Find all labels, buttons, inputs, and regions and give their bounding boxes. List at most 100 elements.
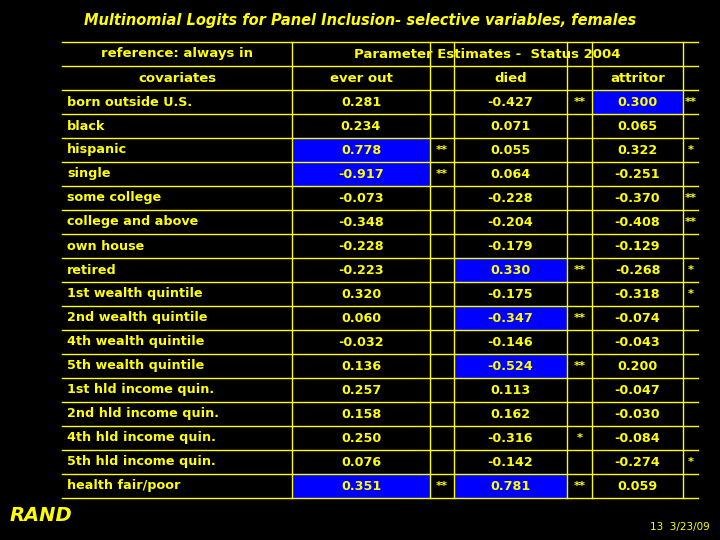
Text: *: * (688, 145, 693, 155)
Text: -0.251: -0.251 (615, 167, 660, 180)
Text: **: ** (685, 217, 696, 227)
Text: 0.778: 0.778 (341, 144, 381, 157)
Text: **: ** (574, 313, 585, 323)
Text: 0.113: 0.113 (490, 383, 531, 396)
Text: -0.318: -0.318 (615, 287, 660, 300)
Text: **: ** (436, 481, 448, 491)
Text: -0.142: -0.142 (487, 456, 534, 469)
Text: 0.320: 0.320 (341, 287, 381, 300)
Text: -0.074: -0.074 (615, 312, 660, 325)
Text: own house: own house (67, 240, 144, 253)
Text: 0.250: 0.250 (341, 431, 381, 444)
Text: **: ** (574, 265, 585, 275)
Text: 0.330: 0.330 (490, 264, 531, 276)
Text: ever out: ever out (330, 71, 392, 84)
Bar (454, 306, 567, 330)
Text: 0.200: 0.200 (617, 360, 657, 373)
Bar (292, 162, 430, 186)
Text: Multinomial Logits for Panel Inclusion- selective variables, females: Multinomial Logits for Panel Inclusion- … (84, 13, 636, 28)
Text: -0.316: -0.316 (487, 431, 534, 444)
Text: 0.059: 0.059 (617, 480, 657, 492)
Text: 5th wealth quintile: 5th wealth quintile (67, 360, 204, 373)
Text: -0.084: -0.084 (615, 431, 660, 444)
Text: -0.228: -0.228 (338, 240, 384, 253)
Text: *: * (577, 433, 582, 443)
Text: college and above: college and above (67, 215, 198, 228)
Text: -0.268: -0.268 (615, 264, 660, 276)
Text: 0.158: 0.158 (341, 408, 381, 421)
Text: -0.223: -0.223 (338, 264, 384, 276)
Text: -0.917: -0.917 (338, 167, 384, 180)
Text: 0.257: 0.257 (341, 383, 381, 396)
Text: 1st hld income quin.: 1st hld income quin. (67, 383, 214, 396)
Text: *: * (688, 289, 693, 299)
Text: 0.071: 0.071 (490, 119, 531, 132)
Text: RAND: RAND (10, 506, 73, 525)
Text: -0.175: -0.175 (487, 287, 534, 300)
Text: 0.136: 0.136 (341, 360, 381, 373)
Text: -0.408: -0.408 (615, 215, 660, 228)
Text: some college: some college (67, 192, 161, 205)
Bar (454, 354, 567, 378)
Text: -0.043: -0.043 (615, 335, 660, 348)
Text: -0.228: -0.228 (487, 192, 534, 205)
Text: 0.351: 0.351 (341, 480, 381, 492)
Text: -0.047: -0.047 (615, 383, 660, 396)
Text: **: ** (436, 169, 448, 179)
Text: retired: retired (67, 264, 117, 276)
Text: 1st wealth quintile: 1st wealth quintile (67, 287, 202, 300)
Text: 0.064: 0.064 (490, 167, 531, 180)
Bar (292, 474, 430, 498)
Text: -0.427: -0.427 (487, 96, 534, 109)
Text: 0.055: 0.055 (490, 144, 531, 157)
Text: **: ** (685, 193, 696, 203)
Text: 5th hld income quin.: 5th hld income quin. (67, 456, 216, 469)
Bar (454, 474, 567, 498)
Text: 0.065: 0.065 (618, 119, 657, 132)
Text: *: * (688, 457, 693, 467)
Text: -0.073: -0.073 (338, 192, 384, 205)
Text: 2nd wealth quintile: 2nd wealth quintile (67, 312, 207, 325)
Text: health fair/poor: health fair/poor (67, 480, 181, 492)
Text: 0.076: 0.076 (341, 456, 381, 469)
Text: single: single (67, 167, 110, 180)
Text: born outside U.S.: born outside U.S. (67, 96, 192, 109)
Text: -0.348: -0.348 (338, 215, 384, 228)
Text: 0.060: 0.060 (341, 312, 381, 325)
Text: -0.204: -0.204 (487, 215, 534, 228)
Text: **: ** (574, 361, 585, 371)
Text: Parameter Estimates -  Status 2004: Parameter Estimates - Status 2004 (354, 48, 621, 60)
Text: covariates: covariates (138, 71, 216, 84)
Text: -0.347: -0.347 (487, 312, 534, 325)
Text: 4th wealth quintile: 4th wealth quintile (67, 335, 204, 348)
Text: **: ** (436, 145, 448, 155)
Text: 0.300: 0.300 (617, 96, 657, 109)
Text: -0.146: -0.146 (487, 335, 534, 348)
Text: attritor: attritor (610, 71, 665, 84)
Text: -0.030: -0.030 (615, 408, 660, 421)
Text: -0.370: -0.370 (615, 192, 660, 205)
Text: **: ** (574, 97, 585, 107)
Text: 0.234: 0.234 (341, 119, 381, 132)
Text: black: black (67, 119, 105, 132)
Text: died: died (494, 71, 527, 84)
Text: 4th hld income quin.: 4th hld income quin. (67, 431, 216, 444)
Bar (592, 90, 683, 114)
Text: reference: always in: reference: always in (101, 48, 253, 60)
Text: -0.032: -0.032 (338, 335, 384, 348)
Text: -0.129: -0.129 (615, 240, 660, 253)
Text: 2nd hld income quin.: 2nd hld income quin. (67, 408, 219, 421)
Text: 13  3/23/09: 13 3/23/09 (650, 522, 710, 532)
Bar (292, 138, 430, 162)
Text: **: ** (685, 97, 696, 107)
Bar (454, 258, 567, 282)
Text: 0.162: 0.162 (490, 408, 531, 421)
Text: 0.281: 0.281 (341, 96, 381, 109)
Text: *: * (688, 265, 693, 275)
Text: 0.322: 0.322 (617, 144, 657, 157)
Text: -0.524: -0.524 (487, 360, 534, 373)
Text: 0.781: 0.781 (490, 480, 531, 492)
Text: -0.179: -0.179 (487, 240, 534, 253)
Text: hispanic: hispanic (67, 144, 127, 157)
Text: **: ** (574, 481, 585, 491)
